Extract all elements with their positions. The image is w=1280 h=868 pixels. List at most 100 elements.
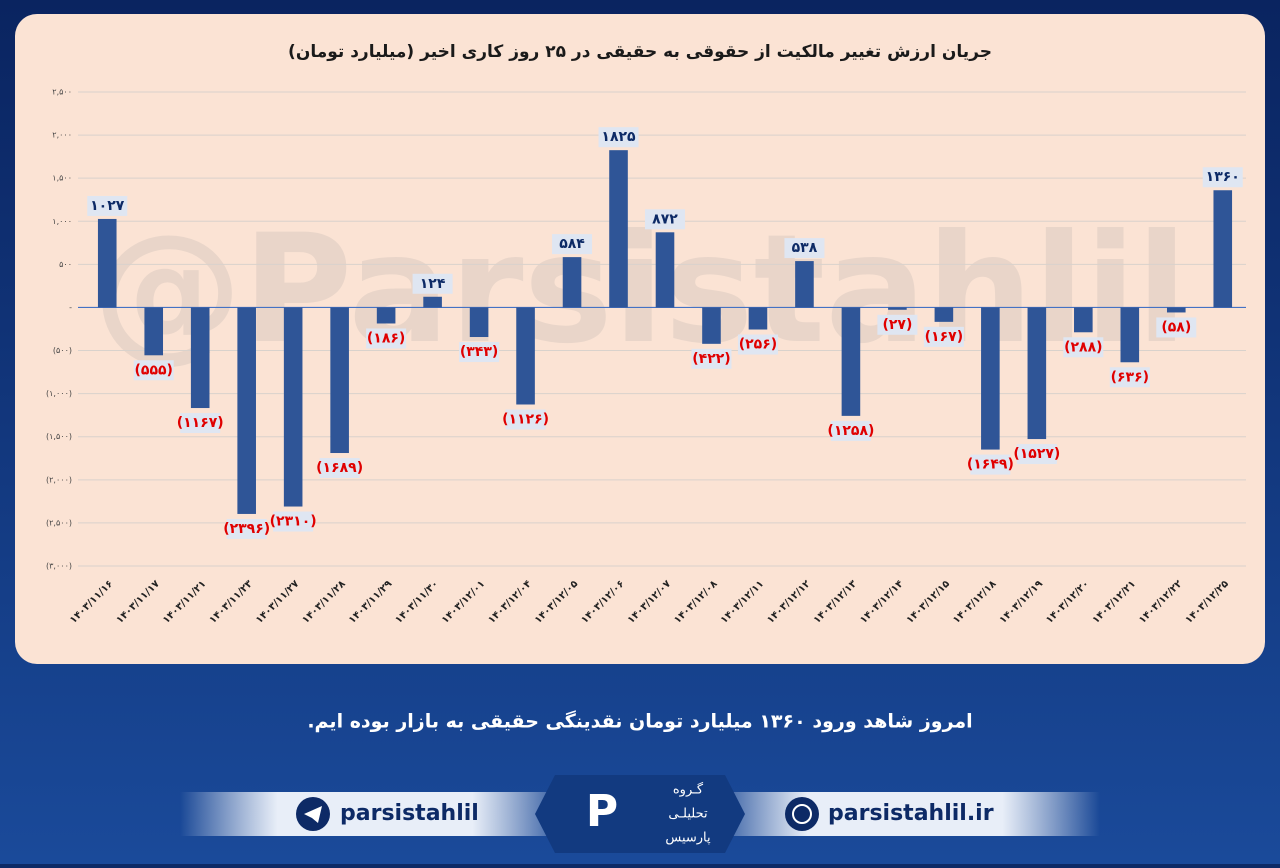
bar	[516, 307, 535, 405]
value-label-box	[133, 360, 174, 381]
logo-plate	[535, 775, 745, 853]
bar	[376, 307, 396, 324]
bar	[1074, 307, 1093, 333]
value-label-box	[273, 511, 314, 532]
y-tick-label: ۲,۰۰۰	[52, 131, 72, 140]
value-label-box	[970, 454, 1011, 475]
value-label-box	[1016, 444, 1057, 465]
bar	[702, 307, 721, 344]
value-label-box	[366, 328, 407, 349]
web-icon-glyph	[792, 804, 812, 824]
value-label: ۸۷۲	[652, 211, 678, 227]
value-label: ۱۳۶۰	[1206, 169, 1240, 185]
bar	[330, 307, 349, 454]
y-tick-label: (۲,۵۰۰)	[46, 518, 72, 527]
y-tick-label: (۳,۰۰۰)	[46, 562, 72, 571]
logo-line: پارسیس	[665, 831, 711, 846]
value-label: (۲۷)	[882, 317, 912, 333]
value-label-box	[1202, 167, 1243, 188]
value-label-box	[319, 458, 360, 479]
bar	[795, 261, 814, 308]
value-label: (۱۱۲۶)	[502, 411, 549, 427]
value-label: ۱۲۴	[420, 276, 446, 292]
logo-line: گـروه	[673, 782, 704, 798]
bar	[144, 307, 164, 356]
value-label: (۱۸۶)	[367, 330, 405, 346]
y-tick-label: (۵۰۰)	[53, 346, 72, 355]
bar	[423, 296, 442, 308]
value-label: (۶۳۶)	[1111, 369, 1149, 385]
value-label-box	[923, 326, 964, 347]
bar	[562, 257, 582, 308]
value-label: (۵۸)	[1161, 319, 1191, 335]
value-label: ۵۳۸	[792, 240, 818, 256]
value-label: ۵۸۴	[559, 236, 585, 252]
bar	[655, 232, 675, 308]
value-label: (۳۴۳)	[460, 344, 498, 360]
value-label: (۱۱۶۷)	[177, 415, 224, 431]
web-icon	[785, 797, 819, 831]
chart-panel	[15, 14, 1265, 664]
chart-title: جریان ارزش تغییر مالکیت از حقوقی به حقیق…	[288, 42, 992, 62]
value-label: (۲۳۱۰)	[270, 514, 317, 530]
value-label: (۵۵۵)	[135, 362, 173, 378]
bar	[1166, 307, 1186, 313]
value-label-box	[87, 195, 128, 216]
y-tick-label: ۲,۵۰۰	[52, 88, 72, 97]
footer-banner	[710, 792, 1100, 836]
value-label: (۱۵۲۷)	[1013, 446, 1060, 462]
bar	[469, 307, 489, 338]
bar	[841, 307, 861, 416]
value-label: (۴۲۲)	[692, 351, 730, 367]
value-label-box	[1063, 337, 1104, 358]
bar	[934, 307, 954, 322]
value-label-box	[180, 413, 221, 434]
bar	[1213, 190, 1233, 308]
caption: امروز شاهد ورود ۱۳۶۰ میلیارد تومان نقدین…	[307, 710, 972, 733]
logo-mark: P	[586, 786, 618, 837]
bar	[981, 307, 1000, 450]
value-label-box	[645, 209, 685, 230]
bar	[283, 307, 303, 507]
bar	[609, 150, 628, 308]
footer-banner	[180, 792, 570, 836]
bar	[190, 307, 210, 409]
y-tick-label: ۱,۵۰۰	[52, 174, 72, 183]
y-tick-label: (۱,۵۰۰)	[46, 432, 72, 441]
value-label: (۱۶۴۹)	[967, 457, 1014, 473]
bar	[1120, 307, 1140, 363]
bar	[97, 218, 117, 308]
value-label: ۱۰۲۷	[90, 198, 125, 214]
y-tick-label: (۲,۰۰۰)	[46, 475, 72, 484]
y-tick-label: -	[69, 303, 72, 312]
y-tick-label: (۱,۰۰۰)	[46, 389, 72, 398]
value-label-box	[226, 518, 267, 539]
value-label-box	[784, 238, 825, 259]
value-label-box	[691, 348, 732, 369]
value-label: (۱۲۵۸)	[827, 423, 874, 439]
value-label: (۱۶۸۹)	[316, 460, 363, 476]
value-label: (۲۸۸)	[1064, 339, 1102, 355]
value-label: ۱۸۲۵	[601, 129, 636, 145]
bar	[237, 307, 256, 514]
value-label-box	[552, 234, 593, 255]
telegram-icon-glyph	[304, 806, 322, 823]
value-label-box	[877, 314, 918, 335]
watermark: @Parsistahlil	[92, 203, 1187, 377]
y-tick-label: ۱,۰۰۰	[52, 217, 72, 226]
value-label: (۲۳۹۶)	[223, 521, 270, 537]
logo-line: تحلیلـی	[668, 807, 708, 822]
value-label-box	[830, 420, 871, 441]
value-label: (۲۵۶)	[739, 337, 777, 353]
bar	[888, 307, 907, 310]
website: parsistahlil.ir	[828, 801, 994, 826]
value-label-box	[598, 127, 639, 148]
value-label-box	[1156, 317, 1197, 338]
telegram-handle: parsistahlil	[340, 801, 479, 826]
bar	[748, 307, 768, 330]
y-tick-label: ۵۰۰	[59, 260, 72, 269]
value-label-box	[1109, 367, 1150, 388]
value-label-box	[737, 334, 778, 355]
